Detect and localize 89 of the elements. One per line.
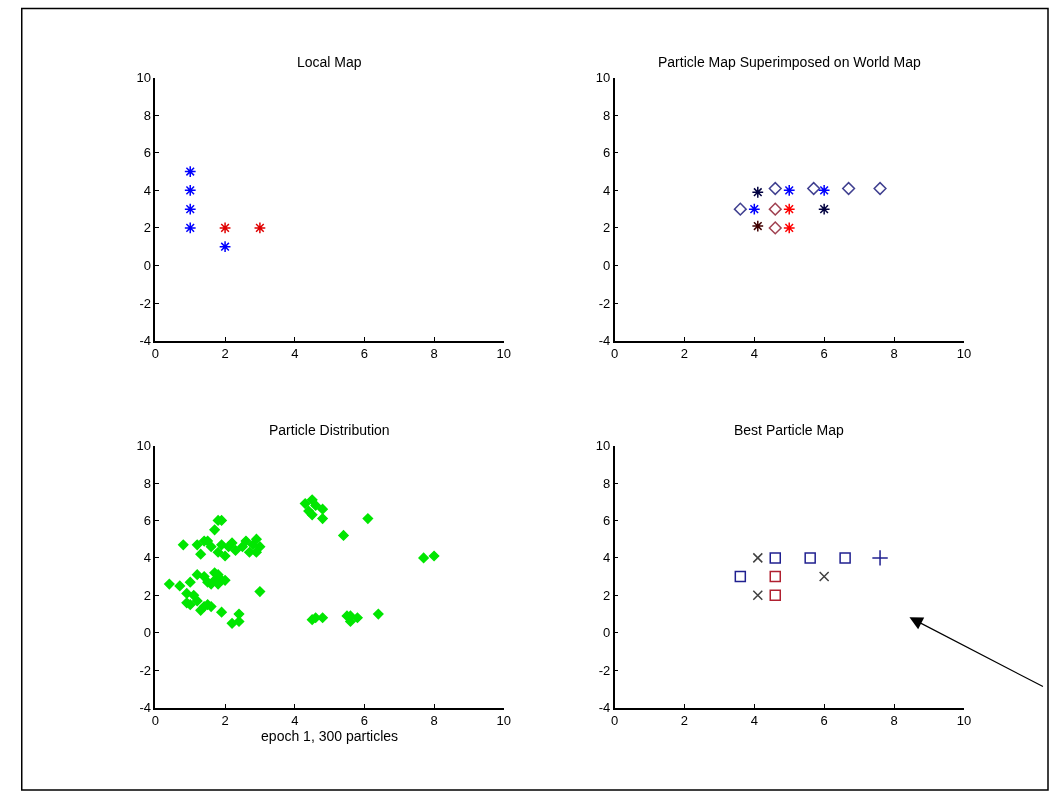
- x-tick-label: 6: [360, 712, 369, 728]
- y-tick-label: 10: [136, 70, 152, 86]
- x-tick-label: 8: [430, 712, 438, 728]
- x-tick-label: 4: [291, 345, 299, 361]
- y-tick-label: -2: [139, 295, 152, 311]
- point: [768, 221, 782, 235]
- x-axis-title: epoch 1, 300 particles: [261, 727, 399, 744]
- x-tick-label: 2: [680, 345, 689, 361]
- point: [768, 202, 782, 216]
- point: [218, 240, 232, 253]
- x-tick-label: 8: [890, 712, 898, 728]
- y-tick-label: 0: [602, 258, 611, 274]
- y-tick-label: 2: [143, 220, 152, 236]
- x-tick-label: 6: [360, 345, 369, 361]
- point: [218, 221, 232, 235]
- y-tick-label: 8: [602, 107, 611, 123]
- point: [873, 181, 887, 196]
- point: [184, 202, 197, 216]
- x-tick-label: 6: [820, 345, 828, 361]
- point: [783, 202, 796, 216]
- y-tick-label: 6: [143, 145, 152, 161]
- x-tick-label: 10: [956, 345, 972, 361]
- x-tick-label: 8: [430, 345, 438, 361]
- point: [184, 184, 197, 197]
- point: [807, 181, 821, 196]
- y-tick-label: -4: [598, 333, 611, 349]
- chart-title: Local Map: [297, 54, 362, 70]
- point: [752, 552, 764, 564]
- x-tick-label: 2: [680, 712, 689, 728]
- point: [253, 221, 267, 235]
- chart-title: Best Particle Map: [734, 422, 844, 438]
- y-tick-label: -2: [598, 662, 611, 678]
- x-tick-label: 10: [956, 712, 972, 728]
- y-tick-label: -4: [598, 700, 611, 716]
- point: [769, 589, 782, 602]
- point: [184, 221, 197, 235]
- y-tick-label: 4: [602, 550, 611, 566]
- x-tick-label: 8: [890, 345, 898, 361]
- point: [184, 165, 197, 178]
- y-tick-label: 4: [143, 182, 152, 198]
- point: [748, 202, 761, 216]
- y-tick-label: 10: [136, 438, 152, 454]
- point: [769, 552, 782, 564]
- y-tick-label: 2: [143, 587, 152, 603]
- x-tick-label: 10: [496, 345, 511, 361]
- point: [733, 202, 747, 216]
- x-tick-label: 2: [221, 712, 229, 728]
- point: [751, 186, 764, 199]
- point: [842, 181, 856, 196]
- y-tick-label: 6: [602, 145, 611, 161]
- point: [768, 181, 782, 196]
- y-tick-label: 10: [595, 438, 611, 454]
- point: [751, 219, 764, 233]
- x-tick-label: 6: [820, 712, 828, 728]
- y-tick-label: 4: [143, 550, 152, 566]
- point: [871, 549, 889, 567]
- point: [769, 570, 782, 583]
- y-tick-label: 4: [602, 182, 611, 198]
- y-tick-label: 6: [602, 513, 611, 528]
- point: [839, 552, 851, 564]
- point: [734, 570, 747, 583]
- x-tick-label: 4: [291, 712, 299, 728]
- y-tick-label: 0: [602, 625, 611, 641]
- y-tick-label: -2: [598, 295, 611, 311]
- y-tick-label: 2: [602, 587, 611, 603]
- y-tick-label: 8: [602, 475, 611, 491]
- y-tick-label: 0: [143, 258, 152, 274]
- y-tick-label: 10: [595, 70, 611, 86]
- y-tick-label: -4: [139, 333, 152, 349]
- point: [804, 552, 816, 564]
- y-tick-label: -4: [139, 700, 152, 716]
- point: [818, 571, 830, 582]
- point: [783, 184, 796, 197]
- y-tick-label: 0: [143, 625, 152, 641]
- y-tick-label: 6: [143, 513, 152, 528]
- x-tick-label: 2: [221, 345, 229, 361]
- chart-title: Particle Map Superimposed on World Map: [658, 54, 921, 70]
- point: [752, 590, 764, 601]
- point: [818, 184, 831, 197]
- point: [783, 221, 796, 235]
- y-tick-label: -2: [139, 662, 152, 678]
- point: [818, 202, 831, 216]
- y-tick-label: 2: [602, 220, 611, 236]
- x-tick-label: 4: [750, 345, 758, 361]
- chart-title: Particle Distribution: [269, 422, 390, 438]
- x-tick-label: 4: [750, 712, 758, 728]
- x-tick-label: 10: [496, 712, 511, 728]
- y-tick-label: 8: [143, 475, 152, 491]
- y-tick-label: 8: [143, 107, 152, 123]
